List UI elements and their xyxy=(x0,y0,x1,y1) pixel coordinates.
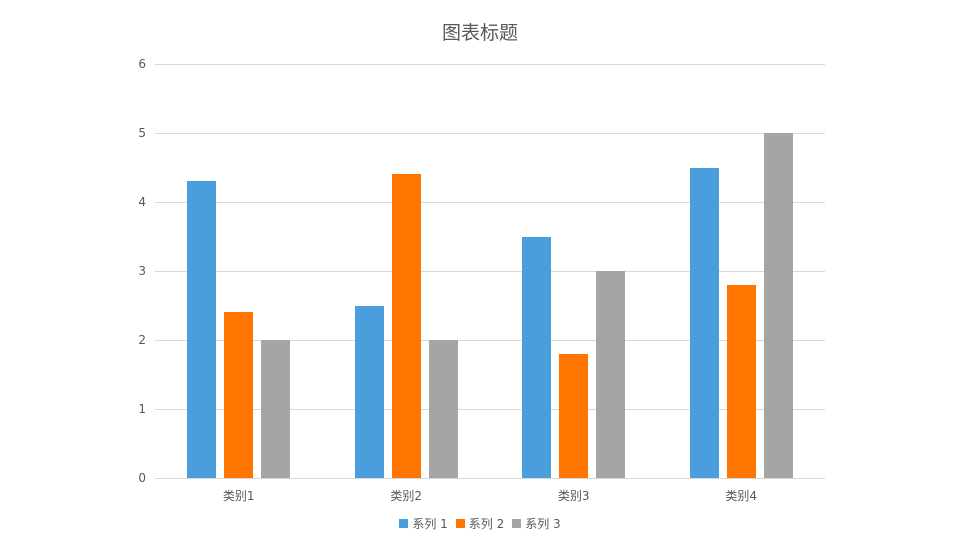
bar-series-3-category-1 xyxy=(261,340,291,478)
x-tick-label: 类别4 xyxy=(725,489,758,503)
bar-series-2-category-1 xyxy=(224,312,254,478)
legend: 系列 1 系列 2 系列 3 xyxy=(0,515,960,532)
legend-swatch-icon xyxy=(455,519,465,528)
gridline xyxy=(155,202,825,203)
gridline xyxy=(155,64,825,65)
legend-label: 系列 1 xyxy=(412,517,448,531)
bar-series-2-category-3 xyxy=(559,353,589,478)
y-tick-label: 3 xyxy=(138,264,146,278)
bar-series-3-category-2 xyxy=(428,340,458,478)
legend-swatch-icon xyxy=(399,519,409,528)
legend-label: 系列 3 xyxy=(525,517,561,531)
bar-series-3-category-3 xyxy=(596,271,626,478)
bar-series-1-category-1 xyxy=(187,181,217,478)
bar-series-2-category-4 xyxy=(726,284,756,478)
y-tick-label: 2 xyxy=(138,333,146,347)
bar-series-3-category-4 xyxy=(763,133,793,478)
y-tick-label: 6 xyxy=(138,57,146,71)
legend-item: 系列 1 xyxy=(399,515,448,532)
gridline xyxy=(155,271,825,272)
y-tick-label: 0 xyxy=(138,471,146,485)
bar-series-2-category-2 xyxy=(391,174,421,478)
legend-item: 系列 3 xyxy=(512,515,561,532)
bar-series-1-category-3 xyxy=(522,236,552,478)
y-tick-label: 1 xyxy=(138,402,146,416)
legend-label: 系列 2 xyxy=(468,517,505,531)
x-tick-label: 类别2 xyxy=(390,489,423,503)
legend-swatch-icon xyxy=(512,519,522,528)
x-tick-label: 类别1 xyxy=(222,489,255,503)
x-tick-label: 类别3 xyxy=(557,489,590,503)
gridline xyxy=(155,133,825,134)
y-tick-label: 5 xyxy=(138,126,146,140)
legend-item: 系列 2 xyxy=(455,515,505,532)
y-tick-label: 4 xyxy=(138,195,146,209)
gridline xyxy=(155,340,825,341)
bar-series-1-category-2 xyxy=(354,305,384,478)
plot-area xyxy=(155,64,825,479)
bar-series-1-category-4 xyxy=(689,167,719,478)
gridline xyxy=(155,409,825,410)
chart-title: 图表标题 xyxy=(441,22,518,44)
gridline xyxy=(155,478,825,479)
